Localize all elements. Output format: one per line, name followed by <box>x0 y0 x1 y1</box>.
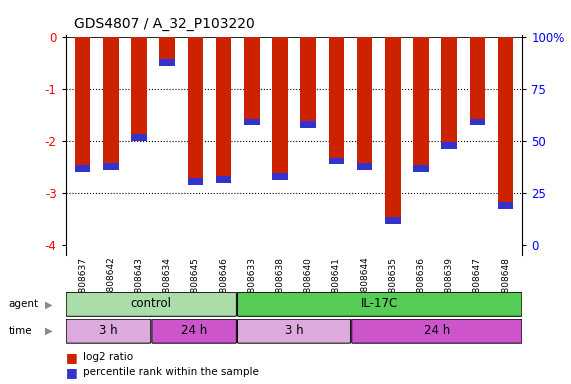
Bar <box>244 119 260 126</box>
Bar <box>469 119 485 126</box>
Bar <box>441 142 457 149</box>
Bar <box>244 37 260 126</box>
Bar <box>272 37 288 180</box>
Text: 3 h: 3 h <box>99 324 118 337</box>
Bar <box>413 166 429 172</box>
Bar <box>131 134 147 141</box>
Bar <box>159 59 175 66</box>
Bar <box>216 37 231 183</box>
Bar <box>131 37 147 141</box>
Text: agent: agent <box>9 299 39 310</box>
Text: ■: ■ <box>66 366 78 379</box>
Bar <box>328 37 344 164</box>
Text: ■: ■ <box>66 351 78 364</box>
Bar <box>385 37 400 224</box>
Bar <box>103 163 119 170</box>
Bar <box>75 166 90 172</box>
Bar <box>441 37 457 149</box>
FancyBboxPatch shape <box>238 319 351 343</box>
Bar <box>498 202 513 209</box>
Bar <box>357 37 372 170</box>
Bar <box>413 37 429 172</box>
Bar <box>188 37 203 185</box>
Bar <box>103 37 119 170</box>
FancyBboxPatch shape <box>238 292 522 316</box>
Bar <box>216 176 231 183</box>
Bar <box>159 37 175 66</box>
Text: percentile rank within the sample: percentile rank within the sample <box>83 367 259 377</box>
Bar <box>188 179 203 185</box>
Text: ▶: ▶ <box>45 326 53 336</box>
Bar <box>469 37 485 126</box>
Text: 3 h: 3 h <box>285 324 303 337</box>
Bar <box>75 37 90 172</box>
Bar <box>357 163 372 170</box>
Text: 24 h: 24 h <box>181 324 207 337</box>
Bar <box>272 173 288 180</box>
FancyBboxPatch shape <box>66 319 151 343</box>
Text: IL-17C: IL-17C <box>361 297 399 310</box>
FancyBboxPatch shape <box>152 319 236 343</box>
Text: time: time <box>9 326 32 336</box>
Text: GDS4807 / A_32_P103220: GDS4807 / A_32_P103220 <box>74 17 255 31</box>
FancyBboxPatch shape <box>66 292 236 316</box>
FancyBboxPatch shape <box>352 319 522 343</box>
Text: log2 ratio: log2 ratio <box>83 352 133 362</box>
Bar <box>300 37 316 128</box>
Text: control: control <box>131 297 172 310</box>
Bar <box>385 217 400 224</box>
Text: 24 h: 24 h <box>424 324 450 337</box>
Bar <box>328 158 344 164</box>
Bar <box>498 37 513 209</box>
Text: ▶: ▶ <box>45 299 53 310</box>
Bar <box>300 121 316 128</box>
